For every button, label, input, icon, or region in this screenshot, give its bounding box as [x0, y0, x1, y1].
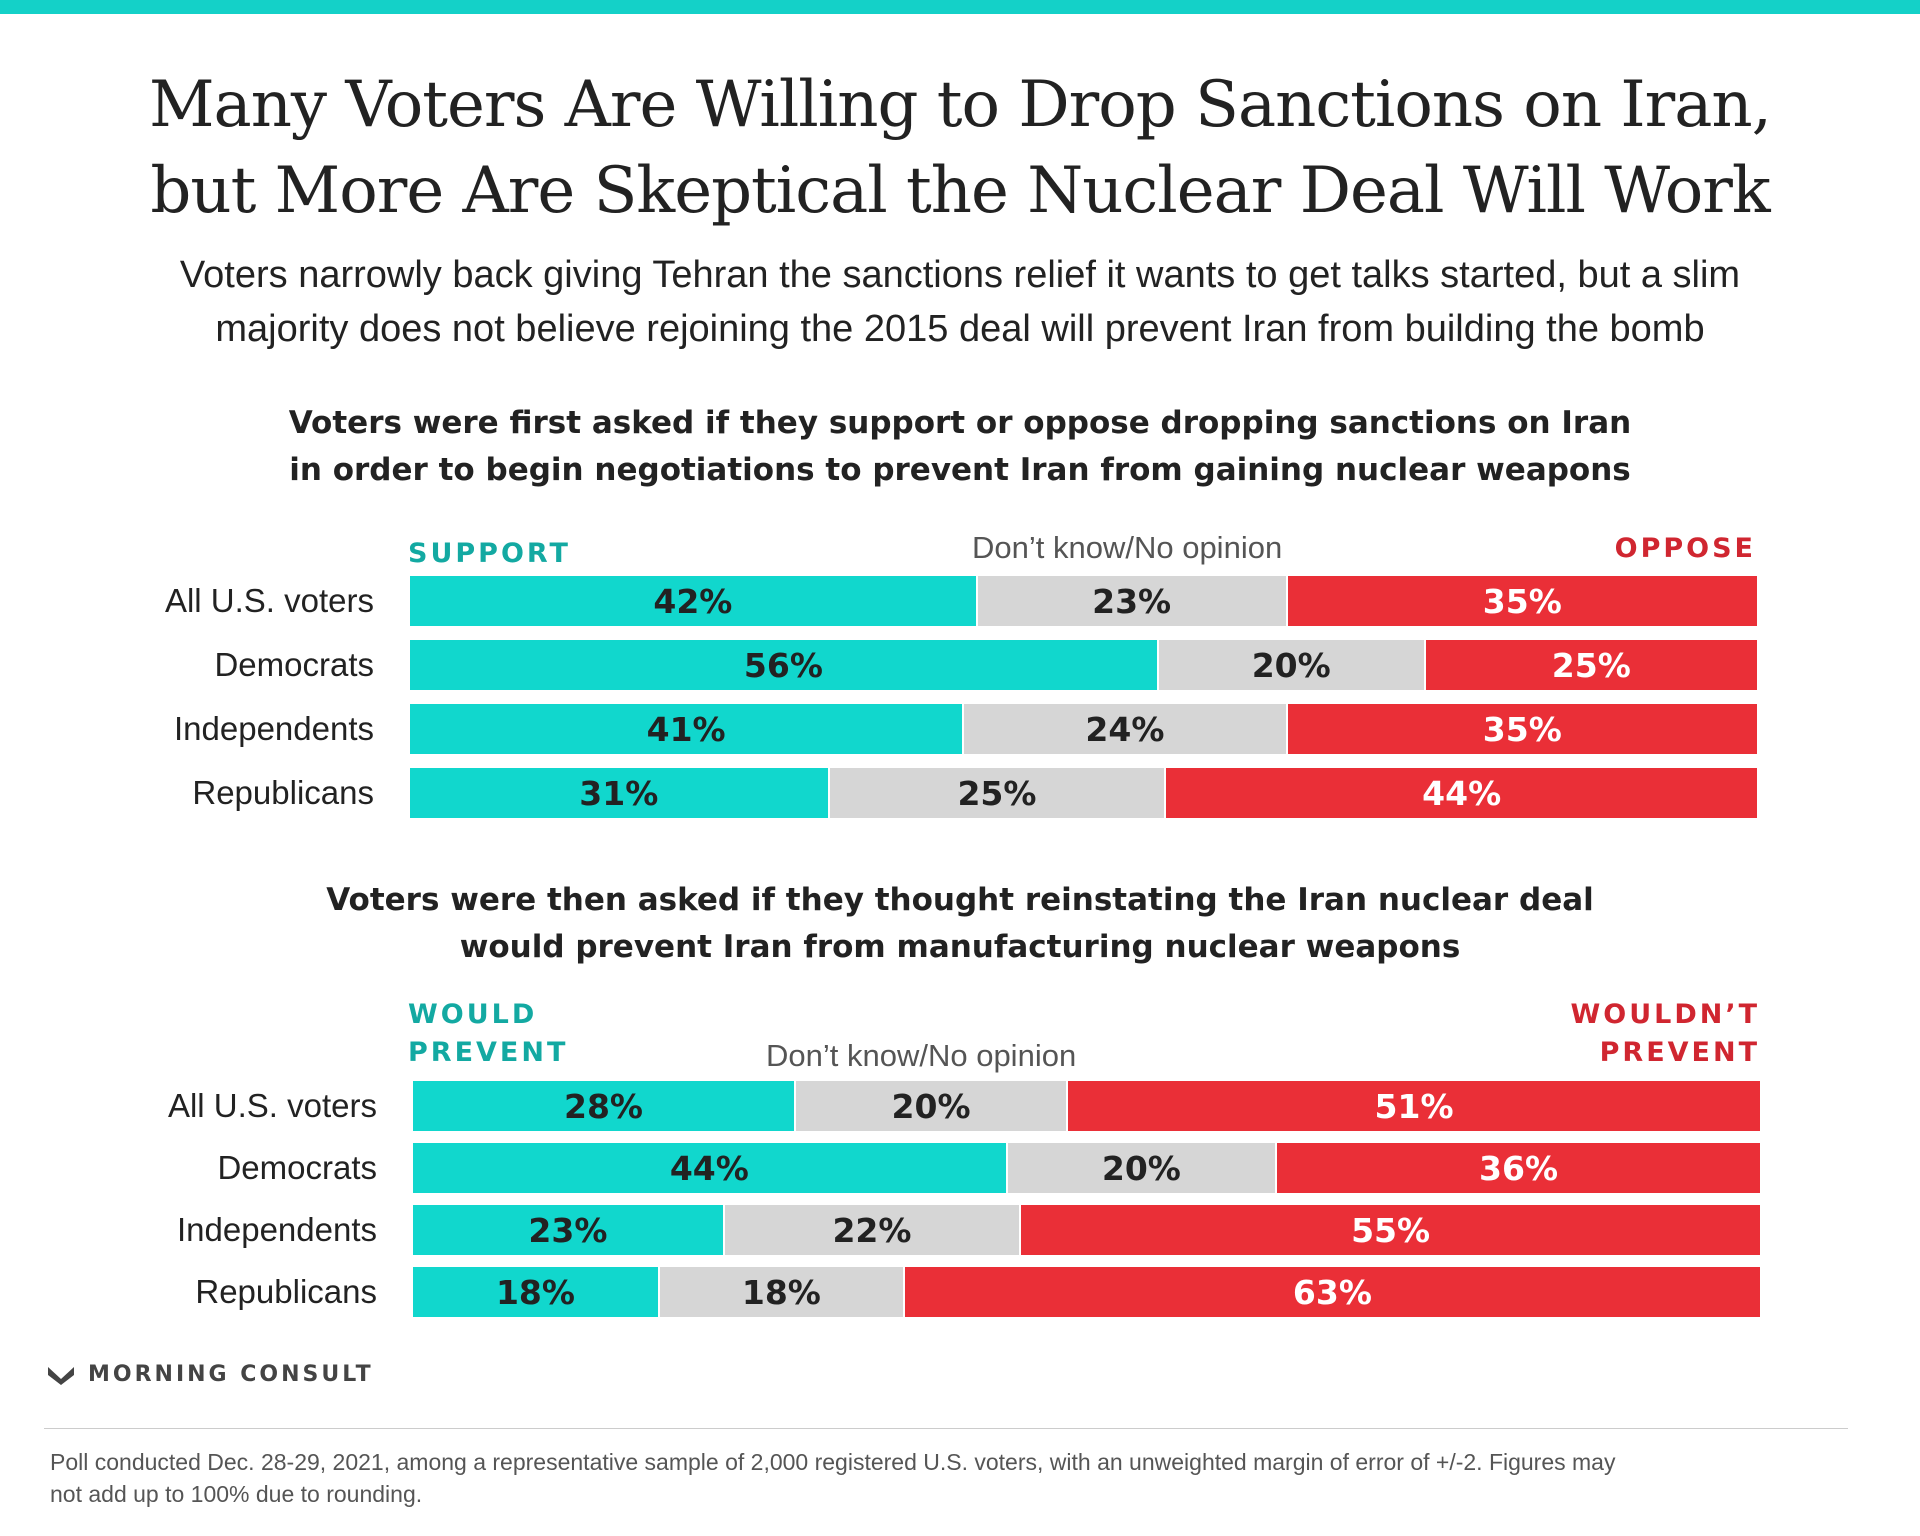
data-label: 31% [579, 773, 659, 813]
row-label: All U.S. voters [164, 582, 374, 619]
row-label: Independents [176, 1211, 377, 1248]
bar-segment-dont-know: 18% [657, 1267, 903, 1317]
bar-segment-oppose: 63% [902, 1267, 1760, 1317]
title-line-1: Many Voters Are Willing to Drop Sanction… [149, 68, 1772, 142]
data-label: 20% [1101, 1148, 1181, 1188]
footnote-line-1: Poll conducted Dec. 28-29, 2021, among a… [50, 1449, 1616, 1475]
data-label: 44% [669, 1148, 749, 1188]
data-label: 35% [1482, 581, 1562, 621]
bar-segment-oppose: 51% [1066, 1081, 1760, 1131]
chart1-legend-dont-know: Don’t know/No opinion [972, 530, 1283, 565]
data-label: 55% [1351, 1210, 1431, 1250]
bar-segment-support: 42% [410, 576, 976, 626]
bar-segment-dont-know: 20% [1005, 1143, 1276, 1193]
chart2-legend-wouldnt-prevent-line-2: PREVENT [1599, 1037, 1760, 1068]
row-label: Democrats [217, 1149, 377, 1186]
morning-consult-m-icon [48, 1366, 74, 1385]
chart2-legend-wouldnt-prevent: WOULDN’T PREVENT [1570, 996, 1760, 1072]
chart1-question-line-2: in order to begin negotiations to preven… [289, 452, 1631, 488]
bar-segment-oppose: 35% [1285, 704, 1757, 754]
data-label: 56% [743, 645, 823, 685]
data-label: 36% [1479, 1148, 1559, 1188]
bar-segment-dont-know: 25% [827, 768, 1165, 818]
footnote: Poll conducted Dec. 28-29, 2021, among a… [50, 1446, 1860, 1510]
chart1-legend-support-line: SUPPORT [408, 538, 571, 569]
chart1-row: Democrats 56% 20% 25% [0, 640, 1920, 690]
chart2-row: Independents 23% 22% 55% [0, 1205, 1920, 1255]
top-accent-bar [0, 0, 1920, 14]
row-label: Republicans [192, 774, 374, 811]
bar-segment-oppose: 36% [1275, 1143, 1760, 1193]
chart1-row: Republicans 31% 25% 44% [0, 768, 1920, 818]
data-label: 41% [646, 709, 726, 749]
chart2-legend-would-prevent-line-2: PREVENT [408, 1037, 569, 1068]
chart-subtitle: Voters narrowly back giving Tehran the s… [60, 248, 1860, 356]
data-label: 42% [653, 581, 733, 621]
bar-segment-oppose: 44% [1164, 768, 1757, 818]
bar-segment-support: 23% [413, 1205, 723, 1255]
bar-segment-oppose: 25% [1423, 640, 1757, 690]
bar-segment-dont-know: 23% [975, 576, 1286, 626]
data-label: 25% [1551, 645, 1631, 685]
chart1-question-line-1: Voters were first asked if they support … [288, 405, 1632, 441]
chart1-question: Voters were first asked if they support … [0, 400, 1920, 494]
chart-title: Many Voters Are Willing to Drop Sanction… [0, 62, 1920, 234]
chart2-legend-dont-know: Don’t know/No opinion [766, 1038, 1077, 1073]
row-label: Republicans [195, 1273, 377, 1310]
data-label: 35% [1482, 709, 1562, 749]
chart1-legend-oppose: OPPOSE [1615, 530, 1756, 568]
morning-consult-logo: MORNING CONSULT [46, 1362, 374, 1387]
footnote-line-2: not add up to 100% due to rounding. [50, 1481, 423, 1507]
bar-segment-dont-know: 22% [722, 1205, 1020, 1255]
subtitle-line-1: Voters narrowly back giving Tehran the s… [179, 254, 1741, 296]
bar-segment-support: 18% [413, 1267, 658, 1317]
bar-segment-dont-know: 24% [962, 704, 1286, 754]
chart1-row: All U.S. voters 42% 23% 35% [0, 576, 1920, 626]
bar-segment-oppose: 35% [1285, 576, 1757, 626]
data-label: 18% [495, 1272, 575, 1312]
data-label: 51% [1374, 1086, 1454, 1126]
bar-segment-support: 41% [410, 704, 963, 754]
chart1-legend-oppose-line: OPPOSE [1614, 533, 1756, 564]
data-label: 25% [957, 773, 1037, 813]
footer-divider [44, 1428, 1848, 1429]
chart1-row: Independents 41% 24% 35% [0, 704, 1920, 754]
bar-segment-support: 28% [413, 1081, 794, 1131]
chart2-legend-would-prevent-line-1: WOULD [408, 999, 538, 1030]
subtitle-line-2: majority does not believe rejoining the … [215, 308, 1705, 350]
chart2-row: Republicans 18% 18% 63% [0, 1267, 1920, 1317]
row-label: Independents [173, 710, 374, 747]
bar-segment-support: 44% [413, 1143, 1006, 1193]
data-label: 22% [832, 1210, 912, 1250]
title-line-2: but More Are Skeptical the Nuclear Deal … [150, 154, 1770, 228]
chart2-row: All U.S. voters 28% 20% 51% [0, 1081, 1920, 1131]
chart2-legend-would-prevent: WOULD PREVENT [408, 996, 568, 1072]
chart2-question-line-1: Voters were then asked if they thought r… [326, 882, 1594, 918]
logo-text: MORNING CONSULT [88, 1362, 374, 1387]
data-label: 20% [1251, 645, 1331, 685]
data-label: 18% [741, 1272, 821, 1312]
chart2-question: Voters were then asked if they thought r… [0, 877, 1920, 971]
bar-segment-dont-know: 20% [1156, 640, 1424, 690]
bar-segment-oppose: 55% [1019, 1205, 1760, 1255]
row-label: All U.S. voters [167, 1087, 377, 1124]
data-label: 23% [528, 1210, 608, 1250]
chart2-row: Democrats 44% 20% 36% [0, 1143, 1920, 1193]
row-label: Democrats [214, 646, 374, 683]
chart2-question-line-2: would prevent Iran from manufacturing nu… [459, 929, 1461, 965]
data-label: 44% [1422, 773, 1502, 813]
data-label: 63% [1292, 1272, 1372, 1312]
bar-segment-support: 31% [410, 768, 828, 818]
data-label: 23% [1092, 581, 1172, 621]
bar-segment-support: 56% [410, 640, 1157, 690]
data-label: 24% [1085, 709, 1165, 749]
bar-segment-dont-know: 20% [793, 1081, 1067, 1131]
chart2-legend-wouldnt-prevent-line-1: WOULDN’T [1570, 999, 1760, 1030]
data-label: 28% [563, 1086, 643, 1126]
chart1-legend-support: SUPPORT [408, 535, 571, 573]
data-label: 20% [891, 1086, 971, 1126]
